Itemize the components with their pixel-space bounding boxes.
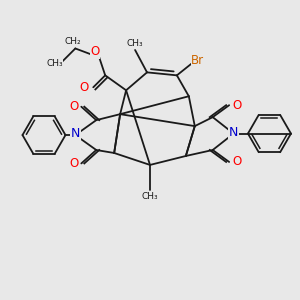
Text: N: N: [71, 127, 80, 140]
Text: CH₃: CH₃: [46, 59, 63, 68]
Text: N: N: [229, 126, 238, 139]
Text: O: O: [69, 100, 79, 113]
Text: O: O: [80, 81, 89, 94]
Text: CH₃: CH₃: [127, 39, 143, 48]
Text: O: O: [90, 45, 99, 58]
Text: O: O: [69, 157, 79, 170]
Text: CH₃: CH₃: [142, 192, 158, 201]
Text: O: O: [232, 99, 241, 112]
Text: CH₂: CH₂: [64, 38, 81, 46]
Text: O: O: [232, 155, 241, 168]
Text: Br: Br: [191, 54, 204, 67]
